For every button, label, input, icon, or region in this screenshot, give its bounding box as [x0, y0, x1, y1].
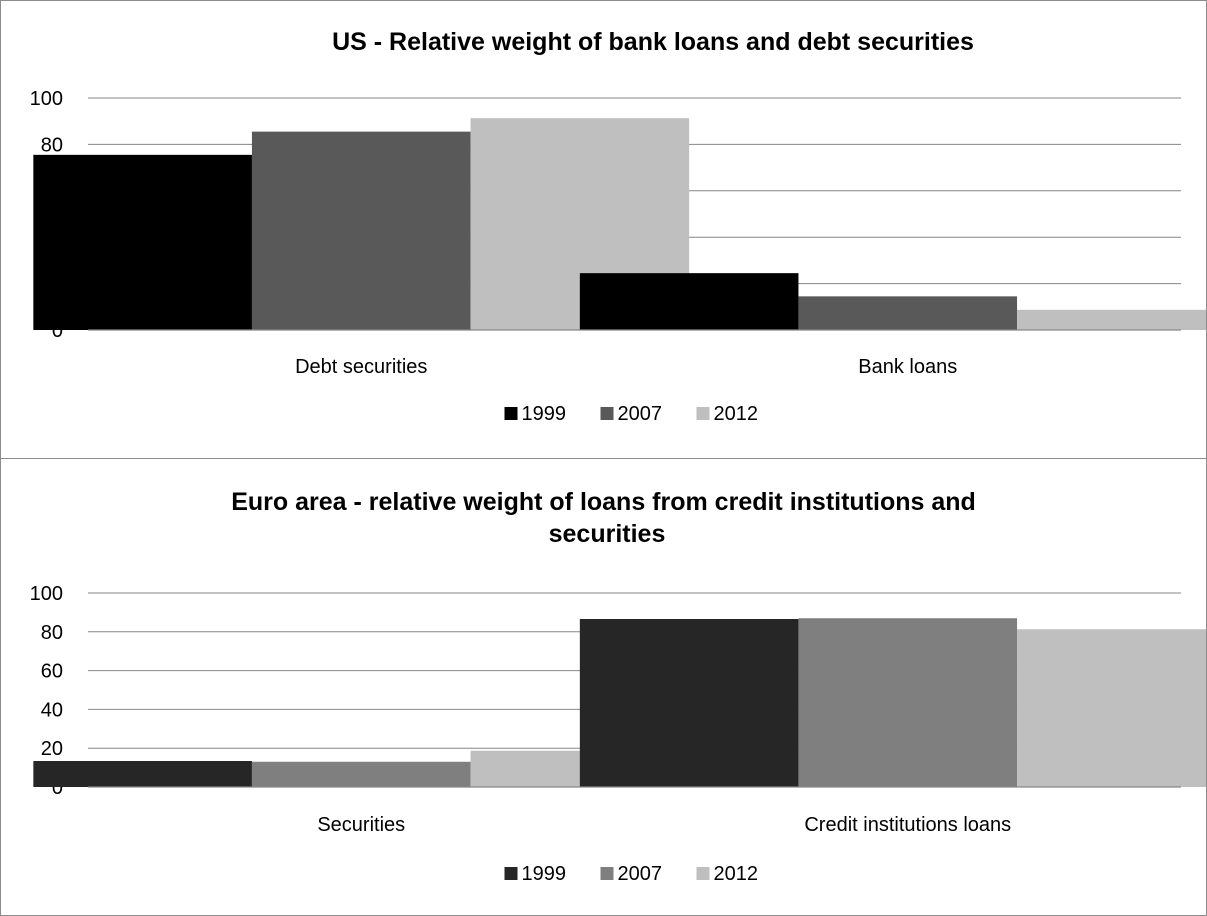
legend-label: 2012 — [714, 863, 759, 885]
legend-swatch — [504, 407, 518, 420]
y-tick-label: 0 — [52, 777, 63, 799]
bar — [798, 618, 1018, 787]
chart-title-line-2: securities — [549, 520, 666, 548]
legend-swatch — [696, 867, 710, 880]
bar — [579, 273, 799, 330]
bar — [1017, 309, 1206, 330]
bar — [251, 131, 471, 330]
legend-label: 1999 — [522, 863, 567, 885]
category-label: Securities — [317, 814, 405, 836]
us-chart-panel: US - Relative weight of bank loans and d… — [0, 0, 1207, 460]
chart-title-line-1: Euro area - relative weight of loans fro… — [231, 488, 976, 516]
bar — [798, 296, 1018, 330]
legend-label: 2012 — [714, 403, 759, 425]
category-label: Bank loans — [858, 356, 957, 378]
category-label: Credit institutions loans — [804, 814, 1011, 836]
legend-label: 1999 — [522, 403, 567, 425]
legend: 1999 2007 2012 — [504, 403, 759, 425]
bar — [579, 618, 799, 787]
legend: 1999 2007 2012 — [504, 863, 759, 885]
legend-label: 2007 — [618, 863, 663, 885]
euro-bar-chart: Euro area - relative weight of loans fro… — [30, 488, 1206, 885]
bar — [251, 761, 471, 787]
us-bar-chart: US - Relative weight of bank loans and d… — [30, 28, 1206, 425]
legend-label: 2007 — [618, 403, 663, 425]
y-tick-label: 0 — [52, 320, 63, 342]
bar — [1017, 629, 1206, 787]
euro-chart-panel: Euro area - relative weight of loans fro… — [0, 458, 1207, 916]
bar — [33, 761, 252, 787]
y-tick-label: 100 — [30, 583, 63, 605]
y-tick-label: 80 — [41, 134, 63, 156]
legend-swatch — [600, 407, 614, 420]
chart-title: US - Relative weight of bank loans and d… — [332, 28, 974, 56]
y-tick-label: 20 — [41, 738, 63, 760]
y-tick-label: 40 — [41, 699, 63, 721]
y-tick-label: 100 — [30, 88, 63, 110]
legend-swatch — [600, 867, 614, 880]
category-label: Debt securities — [295, 356, 427, 378]
legend-swatch — [504, 867, 518, 880]
chart-title: Euro area - relative weight of loans fro… — [231, 488, 983, 548]
legend-swatch — [696, 407, 710, 420]
y-tick-label: 80 — [41, 622, 63, 644]
y-tick-label: 60 — [41, 661, 63, 683]
bar — [33, 154, 252, 330]
